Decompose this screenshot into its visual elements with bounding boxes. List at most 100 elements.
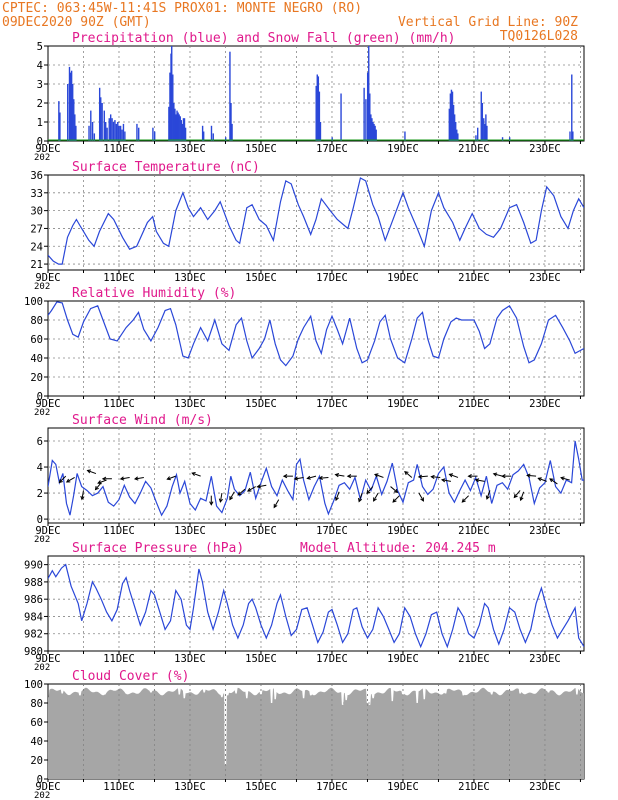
wind-arrow-head — [467, 474, 472, 479]
x-tick-label: 15DEC — [245, 272, 277, 284]
precip-bar — [91, 122, 94, 141]
y-tick-label: 20 — [30, 755, 43, 767]
precip-bar — [71, 84, 74, 141]
panel-title-right: Model Altitude: 204.245 m — [300, 541, 496, 556]
x-tick-label: 15DEC — [245, 398, 277, 410]
wind-arrow-head — [492, 472, 498, 477]
x-tick-label: 21DEC — [458, 653, 490, 665]
precip-bar — [174, 108, 176, 141]
wind-arrow-head — [393, 488, 399, 493]
precip-bar — [486, 125, 488, 141]
precip-bar — [136, 123, 138, 141]
precip-bar — [168, 106, 170, 141]
panel-frame — [47, 427, 585, 524]
wind-arrow-head — [191, 472, 196, 477]
wind-arrow — [294, 476, 304, 480]
wind-arrow-head — [374, 473, 379, 478]
wind-arrow — [59, 475, 67, 483]
precip-bar — [331, 137, 333, 141]
precip-bar — [98, 87, 101, 141]
x-tick-label: 9DEC — [35, 398, 60, 410]
wind-arrow — [257, 484, 267, 488]
precip-bar — [172, 74, 174, 141]
precip-bar — [112, 122, 115, 141]
precip-bar — [373, 123, 375, 141]
wind-arrow — [527, 474, 537, 477]
precip-bar — [366, 72, 369, 141]
wind-arrow — [390, 486, 398, 493]
panel-temperature: 21 24 27 30 33 36 9DEC 11DEC 13DEC 15DEC 17DEC 19DE… — [30, 160, 585, 292]
precip-bar — [111, 118, 113, 141]
precip-bar — [173, 103, 175, 141]
precip-bar — [101, 103, 103, 141]
precip-bar — [453, 114, 456, 141]
precip-bar — [484, 123, 486, 141]
x-tick-label: 13DEC — [174, 653, 206, 665]
wind-arrow-head — [346, 474, 352, 479]
wind-arrow-head — [373, 497, 377, 502]
y-tick-label: 0 — [37, 514, 43, 526]
y-tick-label: 80 — [30, 315, 43, 327]
x-tick-label: 13DEC — [174, 398, 206, 410]
x-tick-label: 19DEC — [387, 653, 419, 665]
data-layer — [48, 684, 584, 779]
wind-arrow-head — [440, 478, 446, 483]
panel-title: Surface Pressure (hPa) — [72, 541, 244, 556]
precip-bar — [73, 99, 75, 141]
precip-bar — [176, 110, 178, 141]
x-tick-label: 15DEC — [245, 143, 277, 155]
panel-frame — [47, 174, 585, 271]
precip-bar — [317, 76, 320, 141]
y-tick-label: 980 — [24, 646, 43, 658]
x-tick-label: 15DEC — [245, 653, 277, 665]
x-tick-label: 9DEC — [35, 653, 60, 665]
panel-title: Surface Temperature (nC) — [72, 160, 260, 175]
x-tick-label: 15DEC — [245, 781, 277, 793]
wind-arrow — [229, 491, 235, 500]
panel-cloud: 0 20 40 60 80 100 9DEC 11DEC 13DEC 15DEC 17DEC 19DE… — [24, 669, 585, 800]
precip-bar — [368, 46, 370, 141]
precip-bar — [212, 133, 214, 141]
precip-bar — [153, 131, 156, 141]
wind-arrow-head — [58, 479, 63, 484]
precip-bar — [372, 122, 374, 141]
x-tick-label: 21DEC — [458, 781, 490, 793]
wind-arrow-head — [229, 496, 234, 501]
wind-arrow — [97, 479, 107, 484]
y-tick-label: 33 — [30, 188, 43, 200]
precip-bar — [370, 114, 372, 141]
precip-bar — [59, 112, 61, 141]
wind-arrow — [373, 492, 379, 502]
precip-bar — [224, 137, 227, 141]
precip-bar — [181, 123, 184, 141]
panel-humidity: 0 20 40 60 80 100 9DEC 11DEC 13DEC 15DEC 17DEC 19DE… — [24, 286, 585, 418]
wind-arrow — [120, 476, 130, 480]
wind-arrow — [404, 471, 413, 478]
x-tick-label: 11DEC — [103, 272, 135, 284]
data-layer — [48, 301, 584, 367]
x-tick-label: 23DEC — [529, 143, 561, 155]
precip-bar — [455, 122, 457, 141]
x-tick-label: 19DEC — [387, 143, 419, 155]
precip-bar — [475, 135, 477, 141]
wind-arrow-head — [273, 503, 278, 509]
wind-arrow — [319, 476, 329, 479]
precip-bar — [448, 108, 451, 141]
wind-arrow-head — [97, 480, 102, 485]
precip-bar — [180, 120, 183, 141]
wind-arrow — [418, 492, 424, 502]
precip-bar — [480, 91, 482, 141]
panel-wind: 0 2 4 6 9DEC 11DEC 13DEC 15DEC 17DEC 19DEC 21DEC 23… — [34, 413, 585, 545]
precip-bar — [70, 70, 73, 141]
wind-arrow-head — [549, 478, 554, 483]
precip-bar — [122, 123, 125, 141]
x-tick-label: 15DEC — [245, 525, 277, 537]
wind-arrow-head — [513, 493, 518, 499]
wind-arrow — [335, 474, 345, 477]
precip-bar — [318, 91, 321, 141]
wind-arrow — [441, 479, 451, 482]
precip-bar — [182, 118, 185, 141]
wind-arrow-head — [366, 489, 371, 495]
wind-arrow — [538, 477, 547, 482]
